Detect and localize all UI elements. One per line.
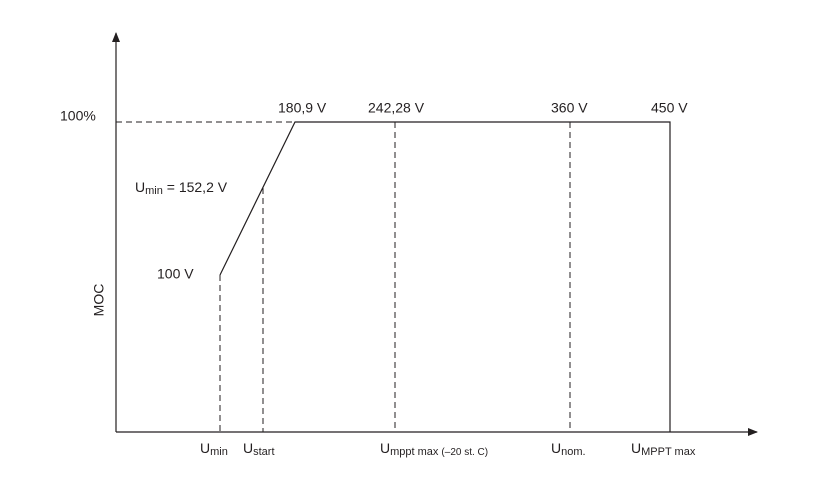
label-sub: MPPT max [641, 446, 696, 458]
point-label: 180,9 V [278, 100, 327, 116]
label-base: U [135, 179, 145, 195]
point-label: 360 V [551, 100, 588, 116]
label-note: (–20 st. C) [441, 447, 488, 458]
x-label: Unom. [551, 440, 586, 458]
label-sub: start [253, 446, 274, 458]
x-label: Umppt max (–20 st. C) [380, 440, 488, 458]
x-label: UMPPT max [631, 440, 696, 458]
label-sub: min [145, 185, 163, 197]
label-base: U [380, 440, 390, 456]
label-sub: mppt max [390, 446, 439, 458]
label-base: U [551, 440, 561, 456]
label-sub: nom. [561, 446, 585, 458]
x-label: Ustart [243, 440, 275, 458]
level-label: 100% [60, 108, 96, 124]
label-base: U [243, 440, 253, 456]
curve [219, 121, 671, 432]
label-rest: = 152,2 V [163, 179, 228, 195]
label-base: U [200, 440, 210, 456]
umin-label: Umin = 152,2 V [135, 179, 228, 197]
label-base: U [631, 440, 641, 456]
y-axis-label: MOC [91, 284, 107, 317]
label-sub: min [210, 446, 228, 458]
point-label: 242,28 V [368, 100, 425, 116]
point-label: 100 V [157, 266, 194, 282]
point-label: 450 V [651, 100, 688, 116]
x-label: Umin [200, 440, 228, 458]
